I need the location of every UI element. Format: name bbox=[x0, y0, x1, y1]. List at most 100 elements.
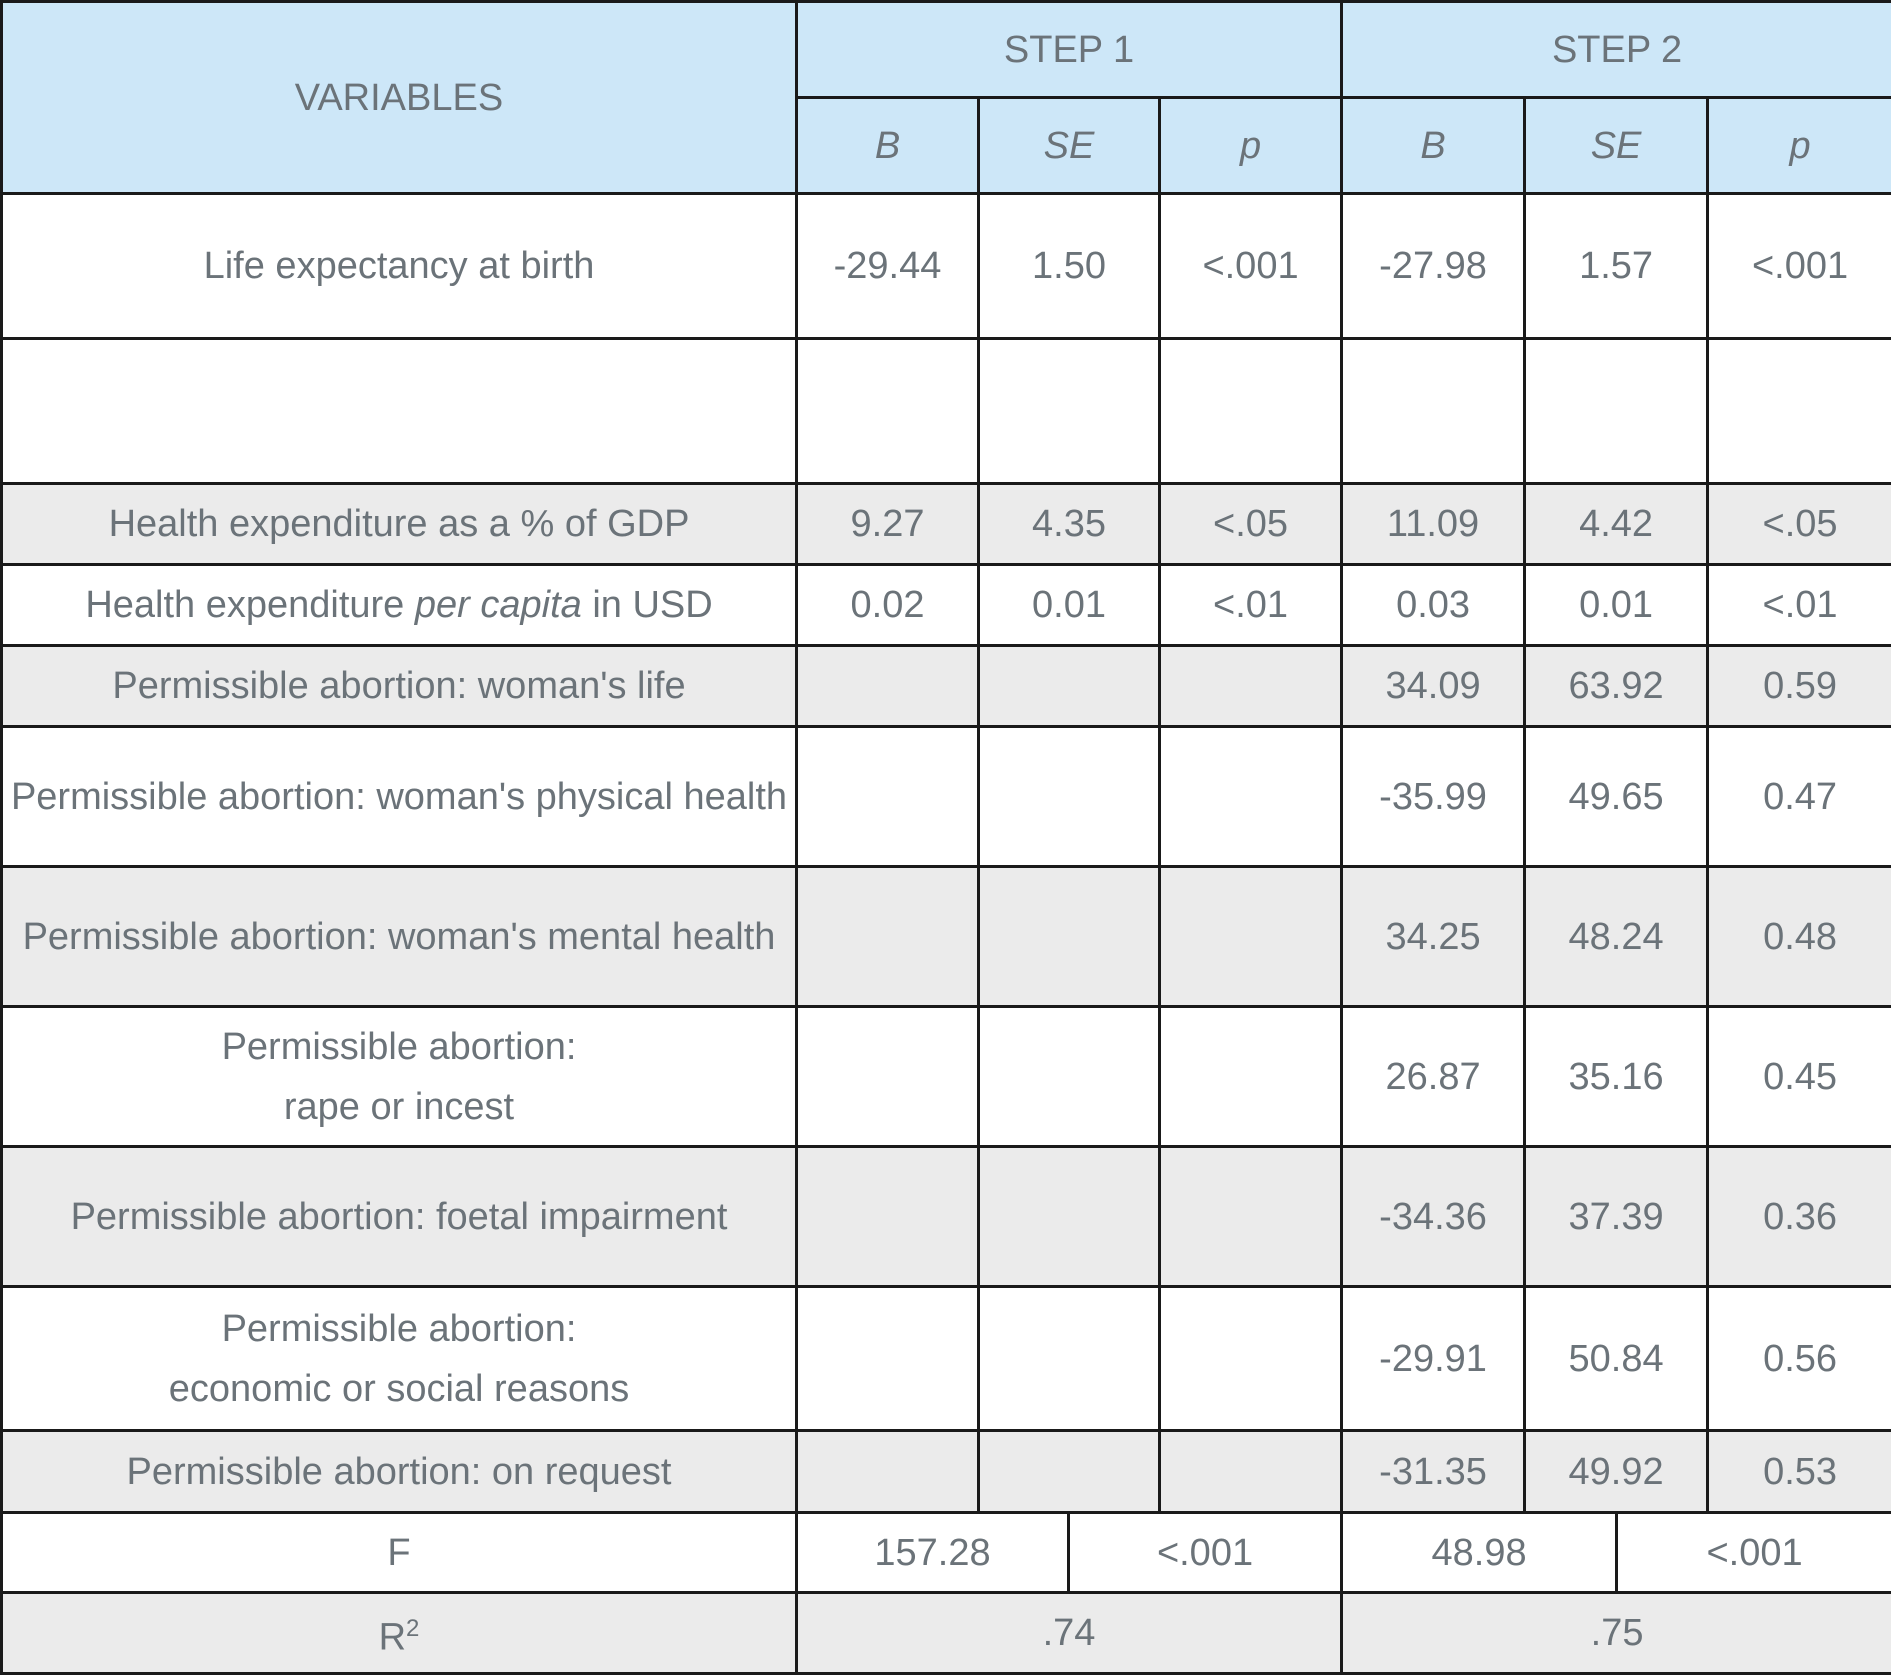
table-row: Health expenditure as a % of GDP 9.27 4.… bbox=[2, 484, 1891, 565]
row-label-part: in USD bbox=[582, 584, 713, 626]
table-row: Health expenditure per capita in USD 0.0… bbox=[2, 565, 1891, 646]
table-row: Permissible abortion: woman's mental hea… bbox=[2, 867, 1891, 1007]
step2-r2: .75 bbox=[1342, 1593, 1891, 1674]
cell bbox=[1160, 1431, 1342, 1513]
row-label: Permissible abortion: woman's mental hea… bbox=[2, 867, 797, 1007]
row-label-line: rape or incest bbox=[284, 1086, 514, 1128]
cell bbox=[1160, 1287, 1342, 1431]
cell: 49.92 bbox=[1525, 1431, 1708, 1513]
cell bbox=[1342, 339, 1525, 484]
cell: 1.50 bbox=[979, 194, 1160, 339]
cell bbox=[797, 339, 979, 484]
cell: 0.36 bbox=[1708, 1147, 1891, 1287]
f-statistic-row: F 157.28 <.001 48.98 <.001 bbox=[2, 1513, 1891, 1593]
cell bbox=[1708, 339, 1891, 484]
cell bbox=[979, 1287, 1160, 1431]
cell: <.05 bbox=[1708, 484, 1891, 565]
cell bbox=[979, 1431, 1160, 1513]
cell: 4.42 bbox=[1525, 484, 1708, 565]
r-squared-row: R2 .74 .75 bbox=[2, 1593, 1891, 1674]
cell: 0.45 bbox=[1708, 1007, 1891, 1147]
cell: -31.35 bbox=[1342, 1431, 1525, 1513]
cell bbox=[797, 1287, 979, 1431]
cell: 9.27 bbox=[797, 484, 979, 565]
row-label-italic: per capita bbox=[415, 584, 582, 626]
cell: 26.87 bbox=[1342, 1007, 1525, 1147]
step2-p-header: p bbox=[1708, 98, 1891, 194]
cell bbox=[797, 727, 979, 867]
cell bbox=[1160, 339, 1342, 484]
step1-se-header: SE bbox=[979, 98, 1160, 194]
cell: 0.02 bbox=[797, 565, 979, 646]
table-row: Permissible abortion: on request -31.35 … bbox=[2, 1431, 1891, 1513]
cell: 1.57 bbox=[1525, 194, 1708, 339]
row-label-line: Permissible abortion: bbox=[222, 1026, 577, 1068]
step1-f-value: 157.28 bbox=[797, 1513, 1069, 1593]
table-row: Permissible abortion: economic or social … bbox=[2, 1287, 1891, 1431]
cell: 50.84 bbox=[1525, 1287, 1708, 1431]
row-label: Permissible abortion: woman's life bbox=[2, 646, 797, 727]
row-label-line: Permissible abortion: bbox=[222, 1308, 577, 1350]
cell: 11.09 bbox=[1342, 484, 1525, 565]
cell bbox=[797, 1007, 979, 1147]
cell: 48.24 bbox=[1525, 867, 1708, 1007]
table-row: Permissible abortion: woman's physical h… bbox=[2, 727, 1891, 867]
cell: -29.44 bbox=[797, 194, 979, 339]
cell bbox=[979, 646, 1160, 727]
cell: 0.59 bbox=[1708, 646, 1891, 727]
cell bbox=[979, 1147, 1160, 1287]
cell: 49.65 bbox=[1525, 727, 1708, 867]
row-label: Permissible abortion: rape or incest bbox=[2, 1007, 797, 1147]
row-label: R2 bbox=[2, 1593, 797, 1674]
cell: 0.47 bbox=[1708, 727, 1891, 867]
cell bbox=[979, 339, 1160, 484]
cell: <.05 bbox=[1160, 484, 1342, 565]
cell bbox=[797, 867, 979, 1007]
cell bbox=[979, 867, 1160, 1007]
cell: -34.36 bbox=[1342, 1147, 1525, 1287]
variables-header: VARIABLES bbox=[2, 2, 797, 194]
table-row: Life expectancy at birth -29.44 1.50 <.0… bbox=[2, 194, 1891, 339]
cell: <.01 bbox=[1160, 565, 1342, 646]
row-label: Permissible abortion: foetal impairment bbox=[2, 1147, 797, 1287]
cell bbox=[1160, 1147, 1342, 1287]
cell bbox=[979, 1007, 1160, 1147]
row-label: Health expenditure as a % of GDP bbox=[2, 484, 797, 565]
row-label: F bbox=[2, 1513, 797, 1593]
step1-header: STEP 1 bbox=[797, 2, 1342, 98]
row-label: Permissible abortion: woman's physical h… bbox=[2, 727, 797, 867]
step1-r2: .74 bbox=[797, 1593, 1342, 1674]
table-row: Permissible abortion: rape or incest 26.8… bbox=[2, 1007, 1891, 1147]
cell: <.001 bbox=[1160, 194, 1342, 339]
step1-b-header: B bbox=[797, 98, 979, 194]
step2-f-p: <.001 bbox=[1617, 1513, 1891, 1593]
cell bbox=[1160, 1007, 1342, 1147]
row-label: Permissible abortion: on request bbox=[2, 1431, 797, 1513]
step2-f-value: 48.98 bbox=[1342, 1513, 1617, 1593]
cell: -29.91 bbox=[1342, 1287, 1525, 1431]
step2-header: STEP 2 bbox=[1342, 2, 1891, 98]
cell: -35.99 bbox=[1342, 727, 1525, 867]
cell: <.001 bbox=[1708, 194, 1891, 339]
cell bbox=[797, 646, 979, 727]
cell: 0.01 bbox=[1525, 565, 1708, 646]
cell: 0.03 bbox=[1342, 565, 1525, 646]
cell: 63.92 bbox=[1525, 646, 1708, 727]
cell: 4.35 bbox=[979, 484, 1160, 565]
row-label: Health expenditure per capita in USD bbox=[2, 565, 797, 646]
row-label-part: Health expenditure bbox=[85, 584, 415, 626]
cell: <.01 bbox=[1708, 565, 1891, 646]
cell: 0.48 bbox=[1708, 867, 1891, 1007]
cell bbox=[797, 1431, 979, 1513]
row-label: Life expectancy at birth bbox=[2, 194, 797, 339]
row-label: Permissible abortion: economic or social … bbox=[2, 1287, 797, 1431]
cell: 34.09 bbox=[1342, 646, 1525, 727]
cell: -27.98 bbox=[1342, 194, 1525, 339]
cell: 34.25 bbox=[1342, 867, 1525, 1007]
step1-f-p: <.001 bbox=[1069, 1513, 1342, 1593]
r-label: R bbox=[379, 1616, 406, 1658]
row-label-line: economic or social reasons bbox=[169, 1368, 629, 1410]
step2-se-header: SE bbox=[1525, 98, 1708, 194]
